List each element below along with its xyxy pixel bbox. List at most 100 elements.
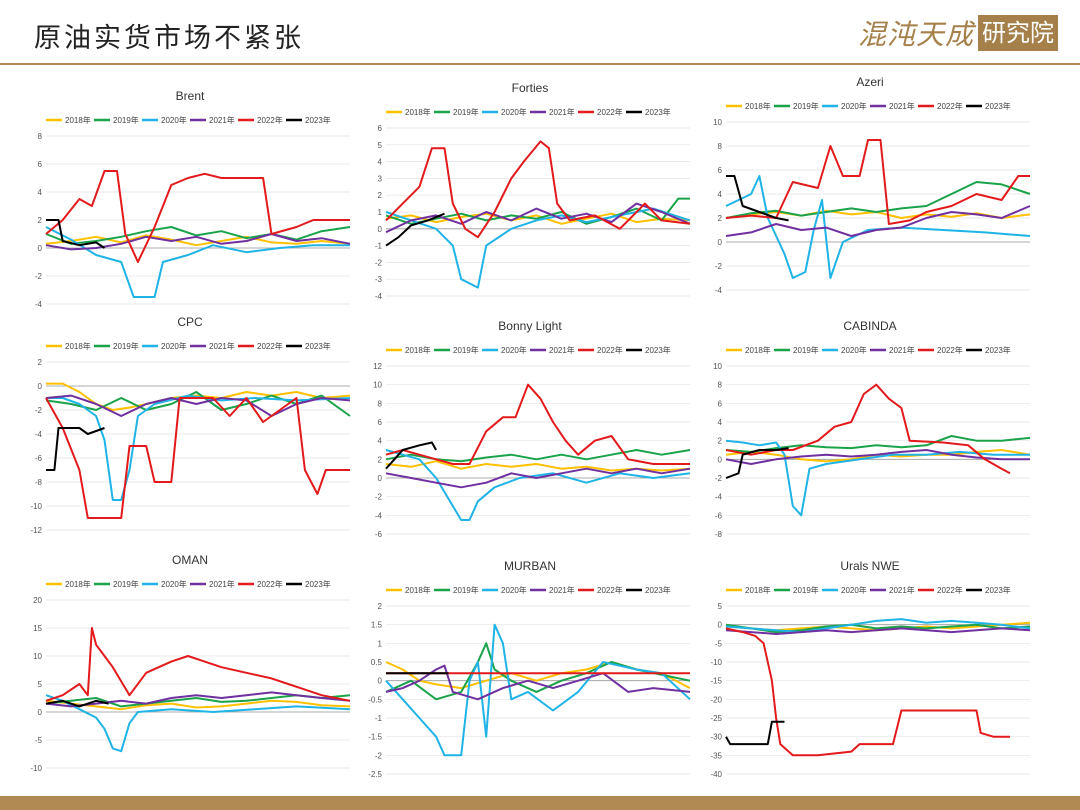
bonny-light-legend-label: 2019年	[453, 345, 479, 355]
urals-nwe-legend-label: 2021年	[889, 585, 915, 595]
murban-legend-label: 2021年	[549, 585, 575, 595]
azeri-ytick-label: 8	[718, 142, 723, 151]
murban-ytick-label: 1	[378, 639, 383, 648]
oman-ytick-label: 15	[33, 624, 42, 633]
bonny-light-ytick-label: 0	[378, 474, 383, 483]
murban-series-2021	[385, 664, 691, 701]
brent-ytick-label: 6	[38, 160, 43, 169]
oman-gridlines	[46, 599, 350, 769]
cabinda-legend-label: 2019年	[793, 345, 819, 355]
cabinda-legend-label: 2021年	[889, 345, 915, 355]
forties-legend-label: 2023年	[645, 107, 671, 117]
forties-ytick-label: -1	[375, 242, 383, 251]
azeri-title: Azeri	[856, 75, 883, 89]
cpc-ytick-label: 0	[38, 382, 43, 391]
cpc-ytick-label: 2	[38, 358, 43, 367]
murban-legend-label: 2022年	[597, 585, 623, 595]
chart-oman: OMAN 2018年 2019年 2020年 2021年 2022年 2023年 -10 -5 0…	[20, 548, 360, 788]
bonny-light-legend-label: 2020年	[501, 345, 527, 355]
azeri-series-2021	[725, 205, 1031, 237]
urals-nwe-ytick-label: -40	[710, 770, 722, 779]
cpc-series-2022	[45, 397, 350, 519]
slide-header: 原油实货市场不紧张 混沌天成 研究院	[0, 0, 1080, 66]
murban-ytick-label: -1.5	[368, 733, 382, 742]
murban-ytick-label: -2.5	[368, 770, 382, 779]
azeri-svg: Azeri 2018年 2019年 2020年 2021年 2022年 2023年 -4 -2 0…	[713, 75, 1031, 295]
bonny-light-series-2020	[385, 449, 691, 521]
brent-series-2019	[45, 226, 351, 245]
forties-ytick-label: -2	[375, 258, 383, 267]
forties-legend-label: 2022年	[597, 107, 623, 117]
urals-nwe-legend-label: 2020年	[841, 585, 867, 595]
urals-nwe-svg: Urals NWE 2018年 2019年 2020年 2021年 2022年 2023年 -…	[710, 559, 1031, 779]
oman-legend: 2018年 2019年 2020年 2021年 2022年 2023年	[46, 579, 331, 589]
azeri-ytick-label: 0	[718, 238, 723, 247]
bonny-light-svg: Bonny Light 2018年 2019年 2020年 2021年 2022年 2023…	[373, 319, 691, 539]
azeri-ytick-label: 6	[718, 166, 723, 175]
brent-series-2018	[45, 234, 351, 247]
cpc-legend-label: 2019年	[113, 341, 139, 351]
oman-ytick-label: -5	[35, 736, 43, 745]
forties-ytick-label: 1	[378, 208, 383, 217]
urals-nwe-ytick-label: -35	[710, 751, 722, 760]
cpc-legend-label: 2020年	[161, 341, 187, 351]
cabinda-ytick-label: -8	[715, 530, 723, 539]
chart-cabinda: CABINDA 2018年 2019年 2020年 2021年 2022年 2023年 -8 -…	[700, 314, 1040, 554]
forties-ytick-label: -3	[375, 275, 383, 284]
bonny-light-ytick-label: 4	[378, 437, 383, 446]
forties-svg: Forties 2018年 2019年 2020年 2021年 2022年 2023年 -4 -…	[375, 81, 691, 301]
oman-ytick-label: 0	[38, 708, 43, 717]
chart-bonny-light: Bonny Light 2018年 2019年 2020年 2021年 2022年 2023…	[360, 314, 700, 554]
cpc-ytick-label: -10	[30, 502, 42, 511]
cpc-series-2023	[46, 427, 105, 471]
bonny-light-series-2022	[385, 383, 690, 465]
brent-ytick-label: 4	[38, 188, 43, 197]
cabinda-ytick-label: -4	[715, 493, 723, 502]
urals-nwe-title: Urals NWE	[840, 559, 899, 573]
cabinda-legend-label: 2018年	[745, 345, 771, 355]
bonny-light-ytick-label: 2	[378, 455, 383, 464]
oman-series-2022	[45, 627, 351, 702]
cabinda-legend-label: 2022年	[937, 345, 963, 355]
oman-svg: OMAN 2018年 2019年 2020年 2021年 2022年 2023年 -10 -5 0…	[30, 553, 351, 773]
urals-nwe-ytick-label: -15	[710, 677, 722, 686]
urals-nwe-legend: 2018年 2019年 2020年 2021年 2022年 2023年	[726, 585, 1011, 595]
forties-series-2022	[385, 140, 691, 239]
brent-ytick-label: 8	[38, 132, 43, 141]
urals-nwe-ytick-label: -10	[710, 658, 722, 667]
azeri-series-2020	[725, 175, 1031, 279]
bonny-light-ytick-label: 6	[378, 418, 383, 427]
azeri-series-2022	[725, 139, 1030, 225]
chart-murban: MURBAN 2018年 2019年 2020年 2021年 2022年 2023年 -2.5…	[360, 554, 700, 794]
murban-series-2020	[385, 623, 691, 757]
azeri-legend-label: 2021年	[889, 101, 915, 111]
murban-ytick-label: 0.5	[371, 658, 383, 667]
cpc-title: CPC	[177, 315, 203, 329]
urals-nwe-series-2019	[725, 623, 1031, 634]
bonny-light-ytick-label: -4	[375, 511, 383, 520]
cpc-legend-label: 2023年	[305, 341, 331, 351]
bonny-light-legend: 2018年 2019年 2020年 2021年 2022年 2023年	[386, 345, 671, 355]
chart-azeri: Azeri 2018年 2019年 2020年 2021年 2022年 2023年 -4 -2 0…	[700, 70, 1040, 310]
bonny-light-legend-label: 2021年	[549, 345, 575, 355]
forties-legend: 2018年 2019年 2020年 2021年 2022年 2023年	[386, 107, 671, 117]
bonny-light-series-2023	[385, 441, 437, 470]
bonny-light-legend-label: 2018年	[405, 345, 431, 355]
azeri-ytick-label: 2	[718, 214, 723, 223]
forties-ytick-label: 5	[378, 141, 383, 150]
brent-series-2022	[45, 170, 350, 263]
brent-series-2021	[45, 233, 351, 251]
urals-nwe-series-2023	[725, 720, 785, 746]
azeri-ytick-label: -4	[715, 286, 723, 295]
forties-series-2019	[385, 197, 690, 225]
murban-legend-label: 2020年	[501, 585, 527, 595]
forties-series-2020	[385, 207, 691, 289]
cpc-ytick-label: -12	[30, 526, 42, 535]
cabinda-ytick-label: 4	[718, 418, 723, 427]
cpc-gridlines	[46, 361, 350, 531]
bonny-light-ytick-label: -2	[375, 493, 383, 502]
azeri-series-2023	[726, 175, 789, 222]
oman-series-2023	[45, 699, 109, 708]
bonny-light-title: Bonny Light	[498, 319, 562, 333]
cabinda-legend-label: 2023年	[985, 345, 1011, 355]
